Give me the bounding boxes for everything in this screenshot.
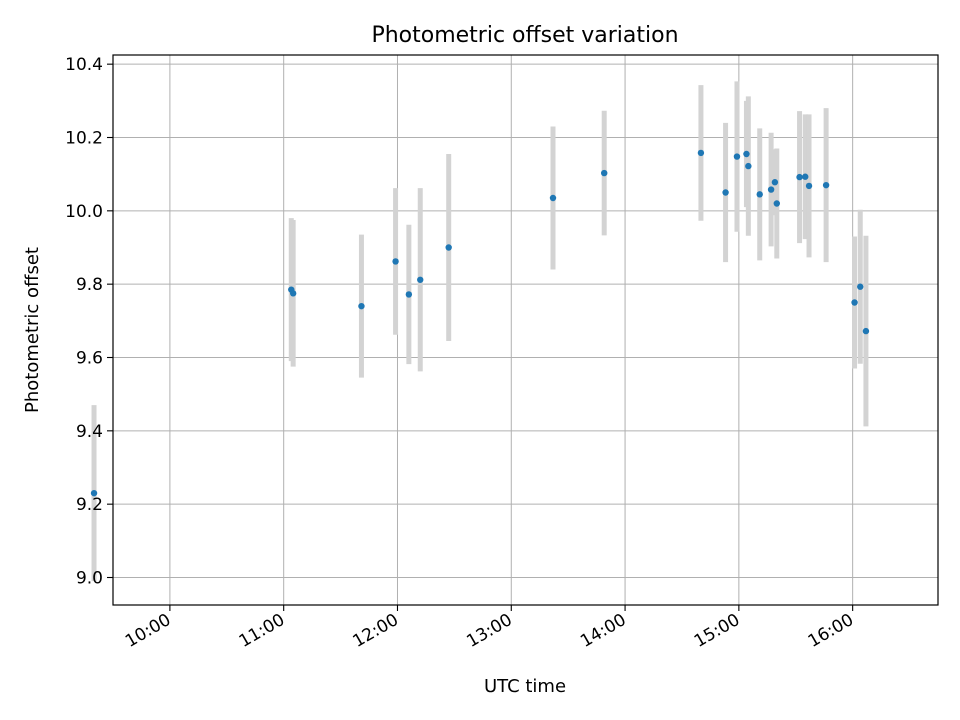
data-point (722, 189, 729, 196)
data-point (822, 181, 830, 189)
data-point (805, 182, 813, 190)
plot-area-frame (112, 54, 939, 606)
data-point (358, 302, 365, 310)
data-point (405, 291, 413, 298)
data-point (796, 173, 803, 181)
y-tick-label: 10.4 (65, 55, 103, 75)
data-point (289, 290, 297, 297)
data-point (601, 169, 608, 177)
data-point (767, 186, 775, 193)
data-point (90, 489, 98, 497)
data-point (857, 283, 864, 290)
y-tick-label: 10.0 (65, 202, 103, 222)
data-point (862, 327, 870, 335)
data-point (851, 299, 858, 306)
y-tick-label: 9.8 (76, 275, 103, 295)
y-tick-label: 9.0 (76, 569, 103, 589)
y-tick-label: 9.6 (76, 349, 103, 369)
y-tick-label: 10.2 (65, 129, 103, 149)
data-point (445, 244, 452, 251)
y-axis-label: Photometric offset (22, 247, 43, 413)
data-point (549, 194, 557, 202)
data-point (697, 149, 705, 157)
data-point (745, 162, 752, 170)
data-point (773, 200, 780, 207)
data-point (417, 276, 424, 283)
chart-title: Photometric offset variation (371, 23, 678, 48)
data-point (733, 153, 741, 160)
y-tick-label: 9.2 (76, 495, 103, 515)
data-point (771, 179, 779, 186)
data-points (90, 149, 870, 497)
data-point (392, 258, 399, 265)
y-tick-label: 9.4 (76, 422, 103, 442)
data-point (743, 150, 750, 158)
data-point (756, 191, 763, 198)
x-axis-label: UTC time (484, 676, 566, 697)
data-point (802, 173, 809, 180)
